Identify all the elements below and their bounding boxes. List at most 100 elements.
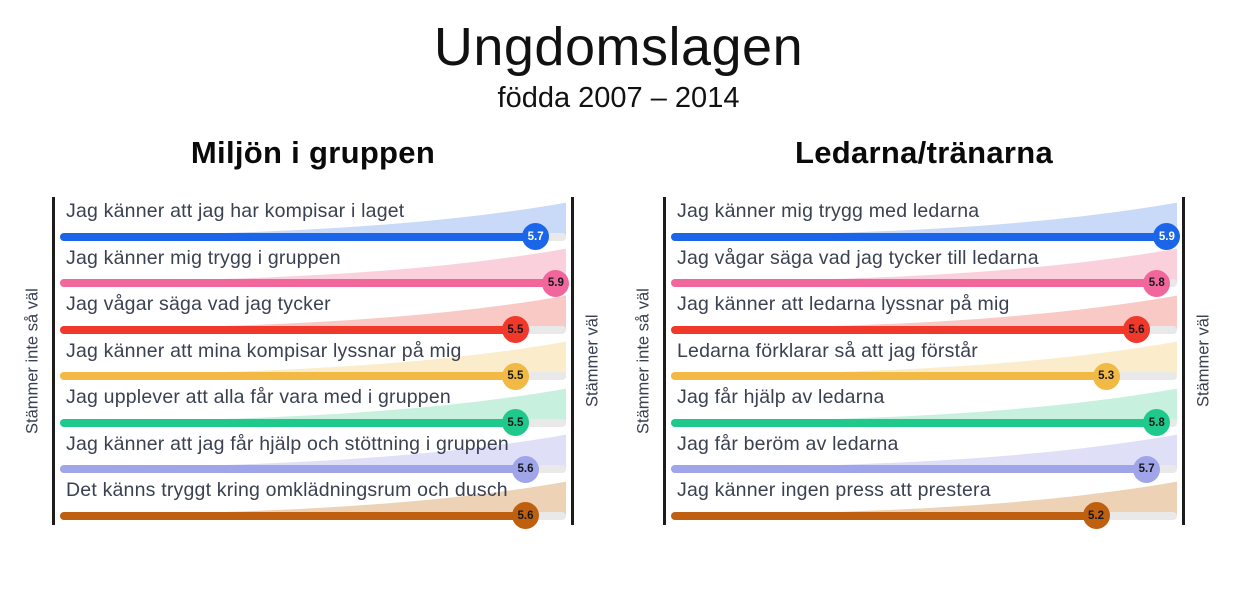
survey-row: 5.6 Jag känner att ledarna lyssnar på mi… (671, 292, 1177, 343)
score-bar (60, 372, 516, 380)
score-value: 5.6 (517, 463, 534, 475)
score-value: 5.5 (507, 370, 524, 382)
score-bar (671, 279, 1157, 287)
distribution-area (671, 341, 1177, 376)
question-label: Jag upplever att alla får vara med i gru… (66, 386, 451, 408)
distribution-area (671, 202, 1177, 237)
score-bar (671, 232, 1167, 241)
panel-heading-right: Ledarna/tränarna (794, 135, 1054, 170)
question-label: Ledarna förklarar så att jag förstår (677, 339, 978, 362)
score-bubble: 5.9 (1153, 223, 1181, 250)
score-value: 5.9 (1158, 230, 1175, 243)
score-bar (60, 325, 516, 334)
score-bubble: 5.8 (1143, 409, 1171, 436)
survey-row: 5.5 Jag känner att mina kompisar lyssnar… (60, 339, 566, 390)
axis-label-agree: Stämmer väl (1194, 314, 1213, 408)
bars-area-left: 5.7 Jag känner att jag har kompisar i la… (52, 197, 574, 529)
survey-row: 5.3 Ledarna förklarar så att jag förstår (671, 339, 1177, 390)
survey-row: 5.7 Jag får beröm av ledarna (671, 432, 1177, 483)
survey-row: 5.9 Jag känner mig trygg i gruppen (60, 246, 570, 297)
distribution-area (671, 434, 1177, 469)
axis-label-disagree: Stämmer inte så väl (634, 288, 653, 434)
score-bubble: 5.7 (1133, 455, 1161, 483)
score-bubble: 5.6 (512, 455, 540, 483)
distribution-area (60, 295, 566, 330)
question-label: Jag känner att mina kompisar lyssnar på … (66, 339, 462, 362)
page-subtitle: födda 2007 – 2014 (497, 82, 740, 114)
question-label: Jag känner ingen press att prestera (677, 479, 991, 501)
score-value: 5.8 (1148, 277, 1165, 289)
chart-plot-left: Stämmer inte så väl 5.7 Jag känner att j… (14, 197, 612, 529)
question-label: Jag känner att jag har kompisar i laget (66, 200, 405, 222)
score-bar (60, 279, 556, 287)
score-value: 5.2 (1088, 509, 1105, 522)
panel-miljon-i-gruppen: Miljön i gruppen Stämmer inte så väl 5.7… (14, 135, 612, 529)
survey-row: 5.8 Jag får hjälp av ledarna (671, 385, 1177, 436)
score-bar (671, 511, 1097, 520)
score-bar (671, 465, 1147, 473)
survey-row: 5.5 Jag vågar säga vad jag tycker (60, 292, 566, 343)
score-bar (60, 418, 516, 427)
score-bar (60, 511, 526, 520)
distribution-area (60, 202, 566, 237)
score-bar (60, 232, 536, 241)
distribution-area (60, 434, 566, 469)
survey-row: 5.7 Jag känner att jag har kompisar i la… (60, 199, 566, 250)
survey-row: 5.5 Jag upplever att alla får vara med i… (60, 385, 566, 436)
score-value: 5.8 (1148, 416, 1165, 429)
distribution-area (671, 248, 1177, 283)
panel-ledarna-tranarna: Ledarna/tränarna Stämmer inte så väl 5.9… (625, 135, 1223, 529)
score-bar (671, 325, 1137, 334)
score-value: 5.5 (507, 416, 524, 429)
chart-plot-right: Stämmer inte så väl 5.9 Jag känner mig t… (625, 197, 1223, 529)
score-value: 5.7 (527, 230, 544, 243)
question-label: Jag känner mig trygg i gruppen (66, 246, 341, 269)
question-label: Jag känner att ledarna lyssnar på mig (677, 293, 1010, 315)
score-value: 5.5 (507, 323, 524, 336)
score-bubble: 5.8 (1143, 269, 1171, 297)
score-bubble: 5.2 (1082, 502, 1110, 529)
distribution-area (60, 341, 566, 376)
score-value: 5.7 (1138, 463, 1155, 475)
question-label: Jag får beröm av ledarna (677, 432, 899, 455)
distribution-area (671, 481, 1177, 516)
page-title: Ungdomslagen (433, 17, 804, 77)
survey-row: 5.2 Jag känner ingen press att prestera (671, 478, 1177, 529)
score-bubble: 5.6 (512, 502, 540, 529)
axis-label-agree: Stämmer väl (583, 314, 602, 408)
score-bubble: 5.3 (1092, 362, 1120, 390)
question-label: Jag vågar säga vad jag tycker till ledar… (677, 246, 1039, 269)
score-value: 5.6 (1128, 323, 1145, 336)
score-bubble: 5.9 (542, 269, 570, 297)
score-value: 5.6 (517, 509, 534, 522)
survey-row: 5.8 Jag vågar säga vad jag tycker till l… (671, 246, 1177, 297)
score-bubble: 5.5 (501, 316, 529, 343)
score-bar (671, 372, 1107, 380)
panel-heading-left: Miljön i gruppen (190, 135, 436, 170)
score-bar (671, 418, 1157, 427)
question-label: Jag vågar säga vad jag tycker (66, 293, 331, 315)
question-label: Det känns tryggt kring omklädningsrum oc… (66, 479, 508, 501)
distribution-area (60, 248, 566, 283)
distribution-area (60, 388, 566, 423)
score-bubble: 5.5 (501, 362, 529, 390)
axis-label-disagree: Stämmer inte så väl (23, 288, 42, 434)
bars-area-right: 5.9 Jag känner mig trygg med ledarna 5.8… (663, 197, 1185, 529)
score-value: 5.3 (1098, 370, 1115, 382)
distribution-area (60, 481, 566, 516)
score-bubble: 5.5 (501, 409, 529, 436)
distribution-area (671, 295, 1177, 330)
score-bar (60, 465, 526, 473)
question-label: Jag får hjälp av ledarna (677, 386, 885, 408)
survey-row: 5.9 Jag känner mig trygg med ledarna (671, 199, 1181, 250)
survey-row: 5.6 Jag känner att jag får hjälp och stö… (60, 432, 566, 483)
distribution-area (671, 388, 1177, 423)
score-bubble: 5.7 (522, 223, 550, 250)
score-value: 5.9 (547, 277, 564, 289)
survey-infographic: Ungdomslagen födda 2007 – 2014 Miljön i … (0, 16, 1237, 591)
survey-row: 5.6 Det känns tryggt kring omklädningsru… (60, 478, 566, 529)
question-label: Jag känner att jag får hjälp och stöttni… (66, 432, 509, 455)
question-label: Jag känner mig trygg med ledarna (677, 200, 980, 222)
score-bubble: 5.6 (1123, 316, 1151, 343)
charts-container: Miljön i gruppen Stämmer inte så väl 5.7… (0, 135, 1237, 529)
